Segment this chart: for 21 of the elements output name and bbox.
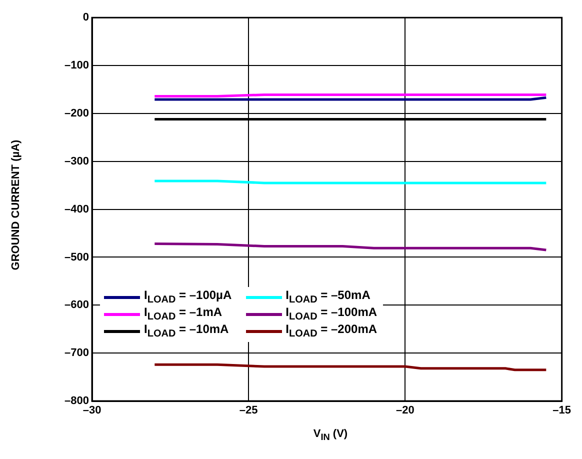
y-tick-label: –400 (64, 203, 89, 216)
x-tick-label: –30 (82, 404, 102, 417)
legend-label: I$_{LOAD}$ = –200mA (286, 322, 378, 340)
x-tick-label: –15 (552, 404, 572, 417)
x-tick-label: –25 (239, 404, 258, 417)
y-tick-label: –800 (64, 395, 89, 408)
y-tick-label: –100 (64, 60, 89, 72)
y-axis-title: GROUND CURRENT (µA) (10, 140, 22, 270)
legend-label: I$_{LOAD}$ = –100mA (286, 304, 378, 324)
y-tick-label: 0 (82, 12, 89, 24)
legend-label: I$_{LOAD}$ = –100µA (144, 288, 232, 306)
y-tick-label: –500 (64, 251, 89, 264)
x-axis-title: V$_{IN}$ (V) (312, 428, 349, 442)
legend-label: I$_{LOAD}$ = –1mA (144, 304, 222, 324)
legend-label: I$_{LOAD}$ = –50mA (286, 288, 370, 306)
legend-label: I$_{LOAD}$ = –10mA (144, 322, 229, 340)
y-tick-label: –200 (64, 107, 89, 120)
y-tick-label: –700 (64, 347, 89, 360)
y-tick-label: –300 (64, 155, 89, 168)
y-tick-label: –600 (64, 299, 89, 312)
x-tick-label: –20 (396, 404, 414, 417)
